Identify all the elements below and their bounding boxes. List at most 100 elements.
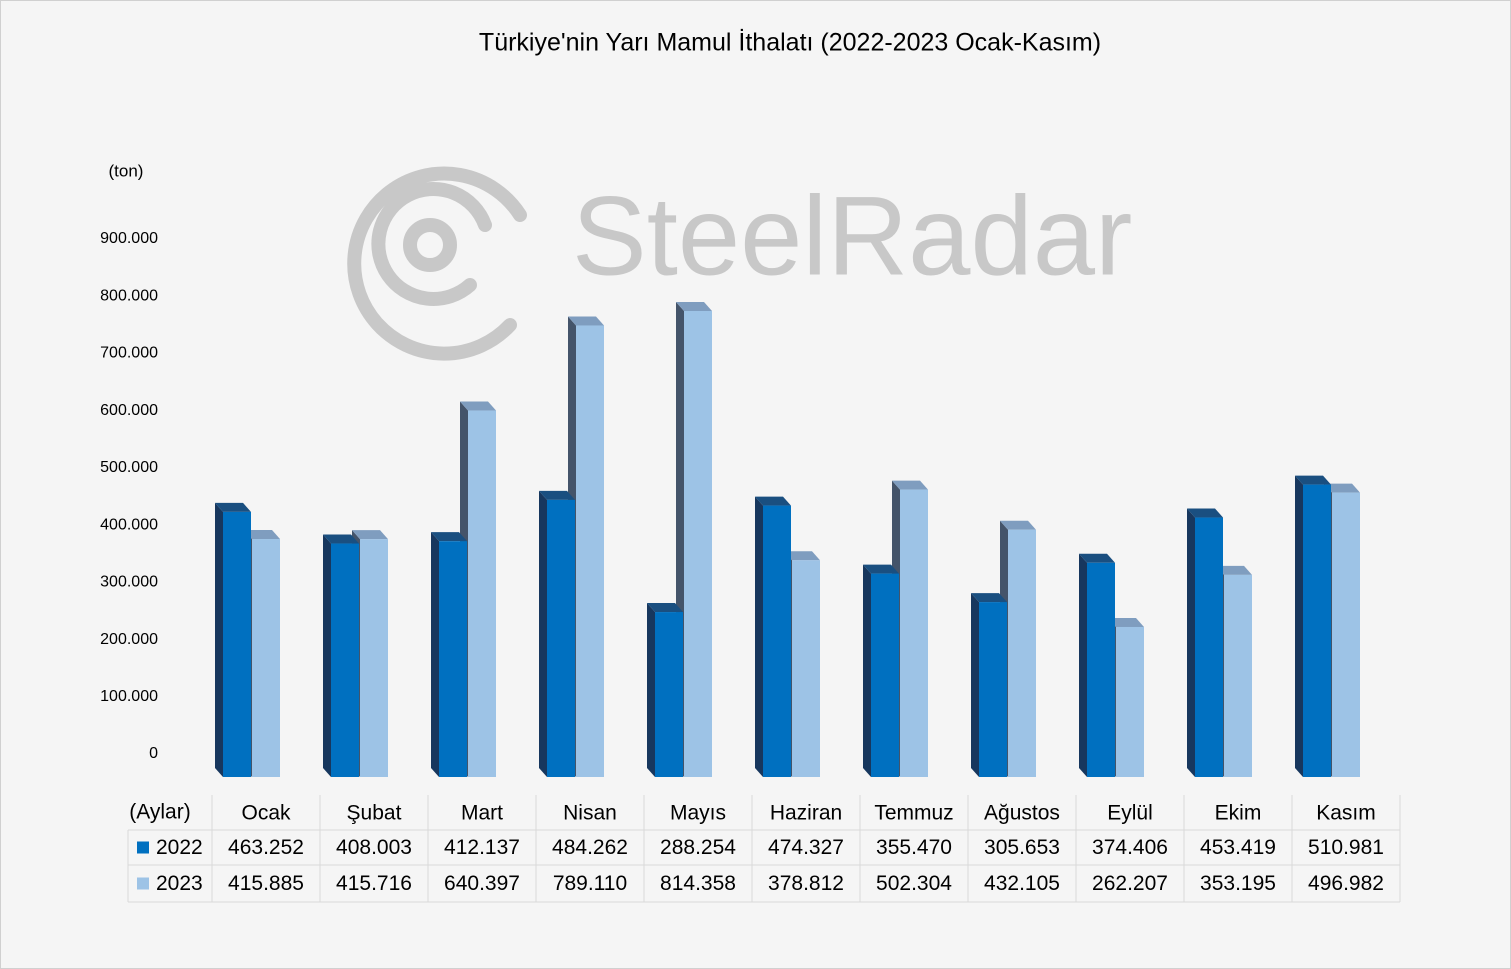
bar-top [1324,483,1360,493]
y-axis-label: (ton) [109,161,144,180]
table-value: 262.207 [1092,872,1168,895]
table-value: 353.195 [1200,872,1276,895]
legend-swatch [137,841,149,854]
x-tick-label: Kasım [1316,802,1376,825]
table-value: 378.812 [768,872,844,895]
bar-top [755,496,791,506]
table-value: 510.981 [1308,836,1384,859]
bar [871,573,899,777]
bar-top [1108,617,1144,627]
bar-top [1216,565,1252,575]
bar-side [539,490,547,777]
bar-top [892,480,928,490]
table-value: 496.982 [1308,872,1384,895]
bar-top [676,302,712,312]
bar [763,505,791,777]
table-value: 474.327 [768,836,844,859]
bar-top [431,532,467,542]
table-value: 374.406 [1092,836,1168,859]
bar-side [1187,508,1195,777]
bar [792,560,820,777]
x-tick-label: Ekim [1215,802,1262,825]
x-tick-label: Eylül [1107,802,1153,825]
bar [684,311,712,777]
x-tick-label: Haziran [770,802,842,825]
bar-side [1295,475,1303,777]
bar-top [1000,520,1036,530]
bar [1008,529,1036,777]
legend-label: 2023 [156,872,203,895]
bar-side [755,496,763,777]
y-tick-label: 500.000 [100,459,158,476]
watermark-logo [347,166,527,361]
bar-top [539,490,575,500]
bar-side [431,532,439,777]
bar-top [323,534,359,544]
bar [1116,626,1144,777]
x-tick-label: Ağustos [984,802,1060,825]
y-tick-label: 400.000 [100,516,158,533]
bar [252,539,280,777]
bar [576,325,604,777]
table-value: 789.110 [553,872,627,895]
x-tick-label: Nisan [563,802,617,825]
y-tick-label: 300.000 [100,574,158,591]
table-value: 415.885 [228,872,304,895]
bar-top [647,603,683,613]
x-tick-label: Ocak [241,802,291,825]
x-axis-label: (Aylar) [129,801,190,824]
bar [1332,492,1360,777]
legend-swatch [137,877,149,890]
bar [439,541,467,777]
x-tick-label: Mayıs [670,802,726,825]
table-value: 463.252 [228,836,304,859]
bar [468,410,496,777]
y-tick-label: 900.000 [100,230,158,247]
bar-side [863,564,871,777]
bar-top [460,401,496,411]
y-tick-label: 600.000 [100,402,158,419]
y-tick-label: 0 [149,745,158,762]
bar [223,511,251,777]
bar [1195,517,1223,777]
watermark: SteelRadar [572,174,1132,299]
table-value: 484.262 [552,836,628,859]
y-tick-label: 200.000 [100,631,158,648]
bar [360,539,388,777]
bar-top [215,502,251,512]
table-value: 432.105 [984,872,1060,895]
table-value: 288.254 [660,836,736,859]
bar [331,543,359,777]
bar-top [244,530,280,540]
bar-side [1079,553,1087,777]
bar [1087,562,1115,777]
bar-top [352,530,388,540]
bar [547,499,575,777]
x-tick-label: Şubat [347,802,402,825]
table-value: 412.137 [444,836,520,859]
y-tick-label: 800.000 [100,287,158,304]
y-tick-label: 700.000 [100,345,158,362]
table-value: 415.716 [336,872,412,895]
legend-label: 2022 [156,836,203,859]
x-tick-label: Mart [461,802,503,825]
bar-top [863,564,899,574]
bar-top [1187,508,1223,518]
bar [655,612,683,777]
bar-top [784,551,820,561]
bar [900,489,928,777]
bar-side [647,603,655,777]
chart-title: Türkiye'nin Yarı Mamul İthalatı (2022-20… [479,28,1101,57]
bar-top [971,593,1007,603]
bar [1224,574,1252,777]
table-value: 305.653 [984,836,1060,859]
bar-side [971,593,979,777]
y-tick-label: 100.000 [100,688,158,705]
bar-top [568,316,604,326]
table-value: 453.419 [1200,836,1276,859]
bar-top [1295,475,1331,485]
table-value: 502.304 [876,872,952,895]
bar-side [215,502,223,777]
